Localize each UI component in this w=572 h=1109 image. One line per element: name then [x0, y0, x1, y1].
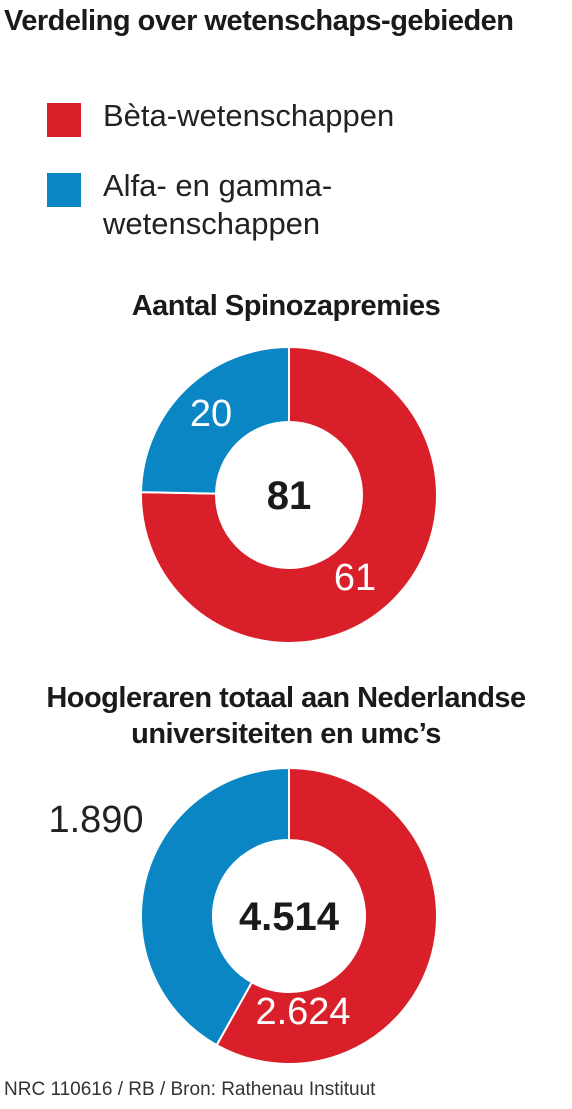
- chart-title-spinoza: Aantal Spinozapremies: [131, 290, 441, 322]
- hoogleraren-donut-chart: 2.624 1.890 4.514: [48, 766, 438, 1065]
- legend-label-beta: Bèta-wetenschappen: [103, 98, 395, 133]
- donut-slice-alfa-gamma: [140, 766, 290, 1047]
- slice-value-label-beta: 61: [334, 557, 376, 599]
- page-title: Verdeling over wetenschaps-gebieden: [4, 5, 514, 37]
- donut-total-label: 81: [267, 474, 312, 518]
- legend-swatch-beta: [47, 103, 81, 137]
- slice-value-label-alfa-gamma: 20: [190, 393, 232, 435]
- donut-slice-beta: [215, 766, 438, 1065]
- donut-total-label: 4.514: [239, 895, 340, 939]
- legend-swatch-alfa-gamma: [47, 173, 81, 207]
- donut-slice-alfa-gamma: [140, 345, 290, 495]
- spinoza-donut-chart: 61 20 81: [140, 345, 438, 644]
- legend-label-alfa-gamma: Alfa- en gamma-wetenschappen: [103, 168, 333, 241]
- source-footer: NRC 110616 / RB / Bron: Rathenau Institu…: [4, 1079, 376, 1100]
- slice-value-label-alfa-gamma: 1.890: [48, 799, 143, 841]
- chart-title-hoogleraren: Hoogleraren totaal aan Nederlandse unive…: [46, 682, 526, 750]
- slice-value-label-beta: 2.624: [255, 991, 350, 1033]
- donut-slice-beta: [140, 345, 438, 644]
